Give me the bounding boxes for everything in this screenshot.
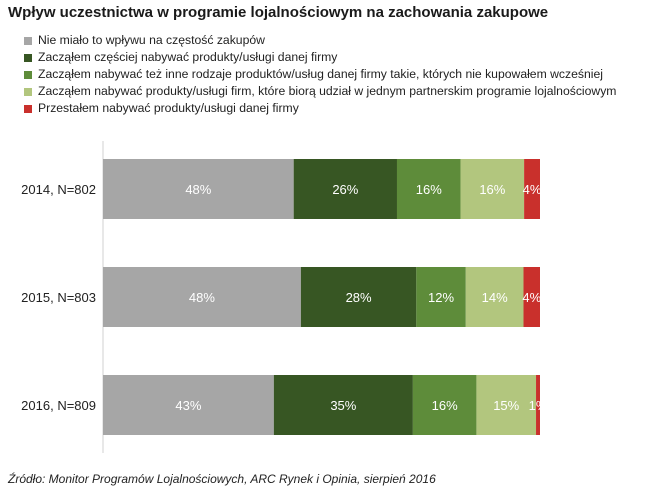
legend-label: Nie miało to wpływu na częstość zakupów — [38, 33, 265, 47]
legend-item: Przestałem nabywać produkty/usługi danej… — [24, 100, 616, 117]
data-label: 4% — [523, 182, 542, 197]
bar-segment — [460, 159, 525, 219]
data-label: 16% — [432, 398, 458, 413]
legend-swatch — [24, 36, 32, 45]
chart-title: Wpływ uczestnictwa w programie lojalnośc… — [8, 4, 549, 21]
legend-item: Zacząłem częściej nabywać produkty/usług… — [24, 49, 616, 66]
legend-swatch — [24, 53, 32, 62]
bar-segment — [273, 375, 413, 435]
bar-segment — [103, 267, 301, 327]
legend-item: Nie miało to wpływu na częstość zakupów — [24, 32, 616, 49]
bar-segment — [412, 375, 477, 435]
category-label: 2016, N=809 — [21, 398, 96, 413]
legend: Nie miało to wpływu na częstość zakupów Z… — [24, 32, 616, 117]
data-label: 48% — [185, 182, 211, 197]
bar-segment — [300, 267, 417, 327]
bar-segment — [293, 159, 397, 219]
data-label: 35% — [330, 398, 356, 413]
source-note: Źródło: Monitor Programów Lojalnościowyc… — [8, 472, 436, 486]
bar-segment — [396, 159, 461, 219]
legend-label: Zacząłem nabywać też inne rodzaje produk… — [38, 67, 603, 81]
bar-segment — [416, 267, 466, 327]
data-label: 15% — [493, 398, 519, 413]
bar-segment — [524, 159, 540, 219]
legend-label: Zacząłem nabywać produkty/usługi firm, k… — [38, 84, 617, 98]
legend-swatch — [24, 87, 32, 96]
data-label: 48% — [189, 290, 215, 305]
bar-segment — [523, 267, 540, 327]
data-label: 12% — [428, 290, 454, 305]
legend-label: Zacząłem częściej nabywać produkty/usług… — [38, 50, 338, 64]
data-label: 28% — [346, 290, 372, 305]
bar-segment — [476, 375, 537, 435]
data-label: 26% — [332, 182, 358, 197]
legend-label: Przestałem nabywać produkty/usługi danej… — [38, 101, 299, 115]
legend-item: Zacząłem nabywać produkty/usługi firm, k… — [24, 83, 616, 100]
category-label: 2015, N=803 — [21, 290, 96, 305]
data-label: 16% — [416, 182, 442, 197]
legend-swatch — [24, 104, 32, 113]
legend-swatch — [24, 70, 32, 79]
bar-segment — [465, 267, 524, 327]
data-label: 4% — [522, 290, 541, 305]
data-label: 14% — [482, 290, 508, 305]
bar-segment — [103, 159, 294, 219]
bar-segment — [103, 375, 274, 435]
data-label: 1% — [529, 398, 548, 413]
category-label: 2014, N=802 — [21, 182, 96, 197]
bar-segment — [536, 375, 540, 435]
legend-item: Zacząłem nabywać też inne rodzaje produk… — [24, 66, 616, 83]
data-label: 16% — [479, 182, 505, 197]
data-label: 43% — [175, 398, 201, 413]
